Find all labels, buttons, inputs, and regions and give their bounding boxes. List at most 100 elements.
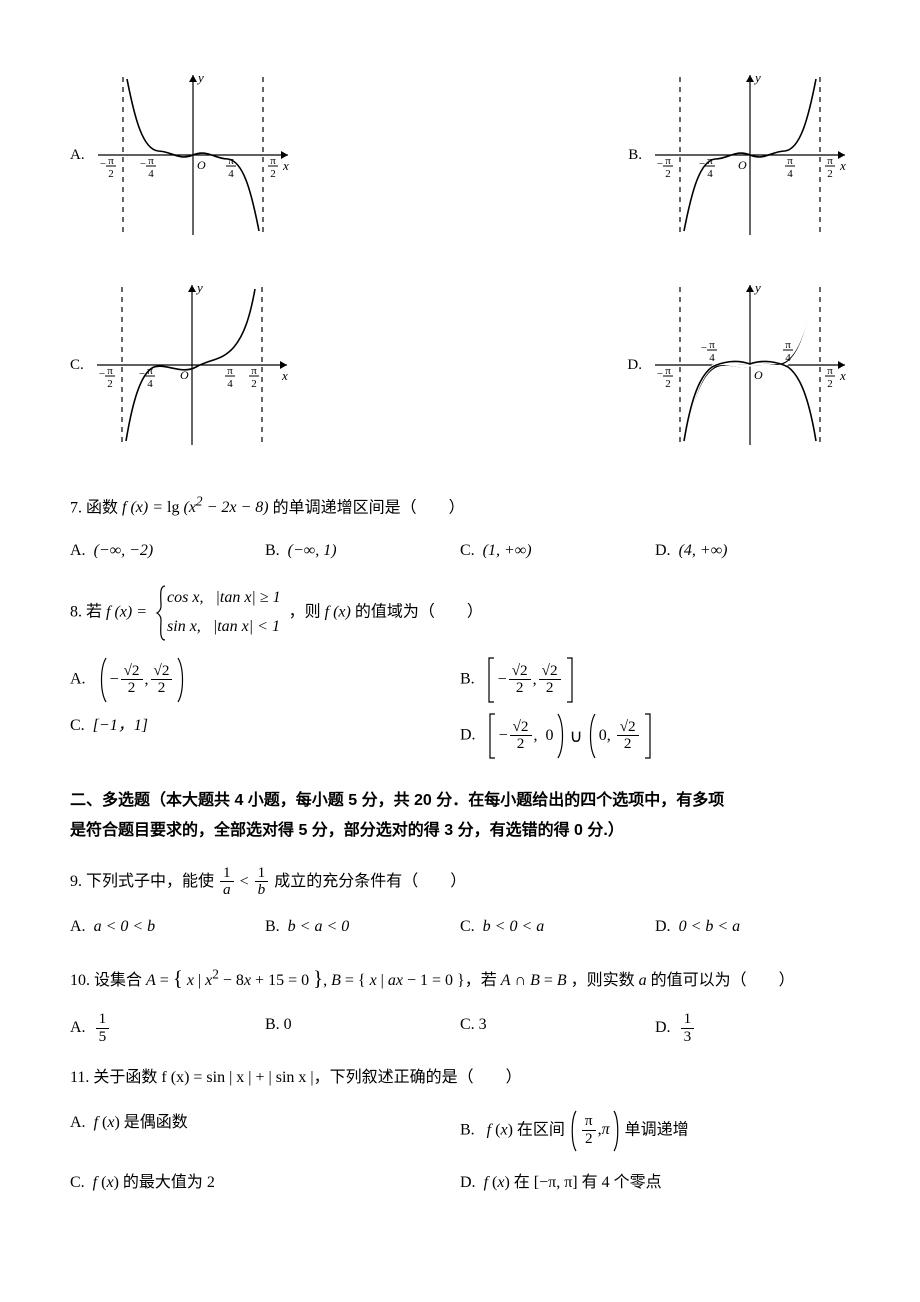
q8-prefix: 8. 若: [70, 604, 106, 621]
svg-text:−: −: [99, 368, 105, 380]
svg-text:2: 2: [270, 168, 276, 180]
graph-option-A: A. y x O − π2 − π4 π4 π2: [70, 70, 293, 240]
svg-text:−: −: [701, 342, 707, 354]
q11-row1: A. f (x) 是偶函数 B. f (x) f (x) 在区间 在区间 π2,…: [70, 1109, 850, 1153]
svg-text:4: 4: [228, 168, 234, 180]
svg-text:π: π: [827, 365, 833, 377]
svg-text:π: π: [787, 155, 793, 167]
q8-opt-C: C. [−1，1]: [70, 712, 460, 760]
svg-text:4: 4: [148, 168, 154, 180]
svg-text:4: 4: [147, 378, 153, 390]
svg-text:−: −: [657, 158, 663, 170]
left-brace-icon: [155, 584, 167, 642]
q8-row2: C. [−1，1] D. −√22, 0 ∪ 0, √22: [70, 712, 850, 760]
q11-opt-C: C. f (x) 的最大值为 2: [70, 1169, 460, 1198]
q9-opt-D: D. 0 < b < a: [655, 913, 850, 942]
q8-opt-A: A. −√22, √22: [70, 656, 460, 704]
svg-text:2: 2: [665, 378, 671, 390]
svg-text:x: x: [281, 368, 288, 383]
svg-text:2: 2: [108, 168, 114, 180]
svg-text:−: −: [139, 158, 145, 170]
svg-text:x: x: [839, 368, 846, 383]
q7-opt-A: A. (−∞, −2): [70, 537, 265, 566]
q9-options: A. a < 0 < b B. b < a < 0 C. b < 0 < a D…: [70, 913, 850, 942]
q11-opt-B: B. f (x) f (x) 在区间 在区间 π2, π 单调递增: [460, 1109, 850, 1153]
svg-text:4: 4: [709, 352, 715, 364]
svg-text:4: 4: [785, 352, 791, 364]
q8-row1: A. −√22, √22 B. −√22, √22: [70, 656, 850, 704]
svg-text:π: π: [108, 155, 114, 167]
svg-text:2: 2: [827, 378, 833, 390]
question-8: 8. 若 f (x) = cos x, |tan x| ≥ 1 sin x, |…: [70, 584, 850, 642]
section-2-header: 二、多选题（本大题共 4 小题，每小题 5 分，共 20 分．在每小题给出的四个…: [70, 786, 850, 847]
svg-text:π: π: [147, 365, 153, 377]
q8-opt-B: B. −√22, √22: [460, 656, 850, 704]
svg-text:−: −: [657, 368, 663, 380]
q10-opt-B: B. 0: [265, 1011, 460, 1045]
graph-option-B: B. y x O − π2 − π4 π4 π2: [628, 70, 850, 240]
option-letter: B.: [628, 142, 642, 169]
svg-text:y: y: [753, 280, 761, 295]
svg-text:4: 4: [787, 168, 793, 180]
right-paren-icon: [556, 712, 566, 760]
q7-options: A. (−∞, −2) B. (−∞, 1) C. (1, +∞) D. (4,…: [70, 537, 850, 566]
svg-text:π: π: [665, 365, 671, 377]
right-bracket-icon: [565, 656, 574, 704]
graph-A: y x O − π2 − π4 π4 π2: [93, 70, 293, 240]
graph-C: y x O − π2 − π4 π4 π2: [92, 280, 292, 450]
svg-text:π: π: [270, 155, 276, 167]
question-11: 11. 关于函数 f (x) = sin | x | + | sin x |，下…: [70, 1064, 850, 1093]
left-bracket-icon: [487, 656, 496, 704]
svg-text:π: π: [827, 155, 833, 167]
question-7: 7. 函数 f (x) = lg (x2 − 2x − 8) 的单调递增区间是（…: [70, 490, 850, 523]
svg-text:x: x: [839, 158, 846, 173]
q7-suffix: 的单调递增区间是（ ）: [273, 499, 465, 516]
svg-text:2: 2: [251, 378, 257, 390]
svg-text:O: O: [738, 158, 747, 172]
q9-opt-B: B. b < a < 0: [265, 913, 460, 942]
graph-option-C: C. y x O − π2 − π4 π4 π2: [70, 280, 292, 450]
svg-text:y: y: [753, 70, 761, 85]
q11-opt-A: A. f (x) 是偶函数: [70, 1109, 460, 1153]
question-9: 9. 下列式子中，能使 1a < 1b 成立的充分条件有（ ）: [70, 865, 850, 899]
svg-text:4: 4: [707, 168, 713, 180]
svg-text:4: 4: [227, 378, 233, 390]
graph-row-2: C. y x O − π2 − π4 π4 π2 D.: [70, 280, 850, 450]
option-letter: C.: [70, 352, 84, 379]
svg-text:−: −: [699, 158, 705, 170]
option-letter: D.: [627, 352, 642, 379]
svg-text:π: π: [107, 365, 113, 377]
graph-option-D: D. y x O − π2 − π4: [627, 280, 850, 450]
svg-text:y: y: [196, 70, 204, 85]
q10-opt-D: D. 13: [655, 1011, 850, 1045]
q10-opt-A: A. 15: [70, 1011, 265, 1045]
svg-text:−: −: [99, 158, 105, 170]
svg-text:2: 2: [827, 168, 833, 180]
left-bracket-icon: [488, 712, 497, 760]
svg-text:2: 2: [665, 168, 671, 180]
right-paren-icon: [612, 1109, 621, 1153]
svg-text:y: y: [195, 280, 203, 295]
svg-text:π: π: [665, 155, 671, 167]
q9-opt-A: A. a < 0 < b: [70, 913, 265, 942]
q8-fname: f (x): [325, 604, 351, 621]
q8-mid: ，则: [289, 604, 325, 621]
q9-opt-C: C. b < 0 < a: [460, 913, 655, 942]
option-letter: A.: [70, 142, 85, 169]
graph-D: y x O − π2 − π4 π4 π2: [650, 280, 850, 450]
q10-opt-C: C. 3: [460, 1011, 655, 1045]
svg-text:x: x: [282, 158, 289, 173]
svg-text:O: O: [197, 158, 206, 172]
svg-text:2: 2: [107, 378, 113, 390]
q11-opt-D: D. f (x) 在 [−π, π] 有 4 个零点: [460, 1169, 850, 1198]
q7-fn: f (x) = lg (x2 − 2x − 8): [122, 499, 269, 516]
svg-text:π: π: [707, 155, 713, 167]
svg-text:−: −: [139, 368, 145, 380]
left-paren-icon: [569, 1109, 578, 1153]
svg-text:π: π: [709, 339, 715, 351]
q8-opt-D: D. −√22, 0 ∪ 0, √22: [460, 712, 850, 760]
svg-text:π: π: [227, 365, 233, 377]
q7-opt-C: C. (1, +∞): [460, 537, 655, 566]
q8-lhs: f (x) =: [106, 604, 147, 621]
q8-end: 的值域为（ ）: [355, 604, 483, 621]
